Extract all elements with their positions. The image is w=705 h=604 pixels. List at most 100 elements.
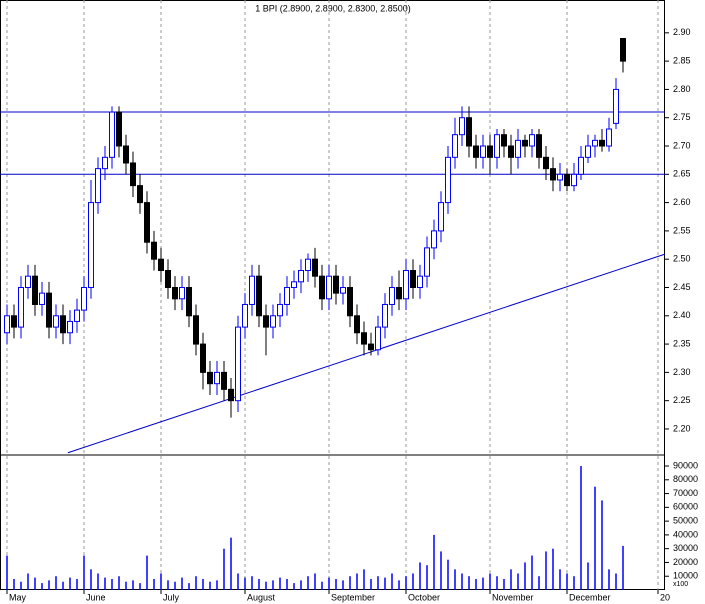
volume-bar: [398, 580, 400, 590]
y-tick-label: 2.35: [673, 338, 691, 348]
plot-frame: [0, 0, 665, 590]
candle-body: [200, 343, 206, 373]
volume-bar: [20, 581, 22, 590]
candle-body: [431, 230, 437, 249]
candle-body: [256, 275, 262, 317]
candle-body: [4, 315, 10, 334]
candle-body: [585, 145, 591, 158]
candle-body: [235, 326, 241, 402]
candle-body: [109, 111, 115, 158]
candle-body: [459, 117, 465, 136]
volume-bar: [342, 580, 344, 590]
volume-bar: [167, 580, 169, 590]
volume-bar: [83, 555, 85, 590]
volume-bar: [615, 573, 617, 590]
candle-body: [473, 145, 479, 158]
volume-bar: [132, 580, 134, 590]
y-tick-label: 2.20: [673, 423, 691, 433]
volume-bar: [265, 581, 267, 590]
volume-bar: [440, 551, 442, 590]
x-tick-label: December: [569, 592, 611, 602]
volume-bar: [230, 537, 232, 590]
candle-body: [347, 286, 353, 317]
volume-bar: [104, 577, 106, 590]
candle-body: [620, 37, 626, 62]
volume-bar: [55, 576, 57, 590]
candle-body: [396, 286, 402, 300]
volume-bar: [41, 583, 43, 590]
candle-body: [305, 258, 311, 272]
volume-bar: [160, 573, 162, 590]
volume-bar: [34, 577, 36, 590]
candle-body: [130, 162, 136, 187]
volume-tick-label: 60000: [673, 502, 698, 512]
volume-tick-label: 70000: [673, 488, 698, 498]
candle-body: [515, 139, 521, 158]
candle-body: [123, 145, 129, 164]
candle-body: [158, 258, 164, 272]
candle-body: [151, 241, 157, 260]
volume-bar: [6, 555, 8, 590]
volume-bar: [328, 577, 330, 590]
candle-body: [424, 247, 430, 277]
volume-bar: [335, 578, 337, 590]
candle-body: [165, 270, 171, 288]
candle-body: [186, 286, 192, 317]
candle-body: [81, 286, 87, 311]
candle-body: [284, 286, 290, 305]
volume-bar: [118, 576, 120, 590]
candle-body: [557, 173, 563, 181]
candle-body: [102, 156, 108, 170]
candle-body: [550, 168, 556, 181]
volume-bar: [202, 578, 204, 590]
candle-body: [74, 309, 80, 322]
volume-bar: [517, 573, 519, 590]
volume-tick-label: 30000: [673, 543, 698, 553]
volume-bar: [384, 577, 386, 590]
volume-bar: [181, 577, 183, 590]
candle-body: [599, 139, 605, 147]
volume-bar: [608, 569, 610, 590]
y-tick-label: 2.75: [673, 112, 691, 122]
candle-body: [501, 134, 507, 147]
volume-tick-label: 20000: [673, 557, 698, 567]
x-tick-label: October: [408, 592, 440, 602]
volume-bar: [237, 573, 239, 590]
candle-body: [193, 315, 199, 345]
volume-bar: [139, 583, 141, 590]
x-tick-label: November: [492, 592, 534, 602]
volume-bar: [391, 573, 393, 590]
candle-body: [214, 371, 220, 385]
candle-body: [46, 292, 52, 328]
candle-body: [207, 371, 213, 385]
volume-tick-label: 10000: [673, 571, 698, 581]
y-tick-label: 2.45: [673, 282, 691, 292]
volume-bar: [524, 562, 526, 590]
candle-body: [564, 173, 570, 187]
volume-bar: [447, 559, 449, 590]
volume-bar: [349, 576, 351, 590]
volume-bar: [363, 569, 365, 590]
candle-body: [522, 139, 528, 147]
y-tick-label: 2.85: [673, 55, 691, 65]
candle-body: [494, 134, 500, 158]
trendline: [67, 253, 666, 454]
candle-body: [116, 111, 122, 147]
y-tick-label: 2.70: [673, 140, 691, 150]
candle-body: [452, 134, 458, 158]
volume-bar: [531, 555, 533, 590]
volume-bar: [286, 578, 288, 590]
volume-bar: [90, 569, 92, 590]
candle-body: [25, 275, 31, 288]
candle-body: [445, 156, 451, 204]
volume-bar: [622, 545, 624, 590]
candle-body: [67, 320, 73, 334]
y-tick-label: 2.25: [673, 395, 691, 405]
candle-body: [95, 168, 101, 204]
candle-body: [32, 275, 38, 305]
candle-body: [249, 275, 255, 305]
candle-body: [361, 332, 367, 345]
y-tick-label: 2.50: [673, 254, 691, 264]
candle-body: [326, 275, 332, 300]
candle-body: [291, 281, 297, 288]
